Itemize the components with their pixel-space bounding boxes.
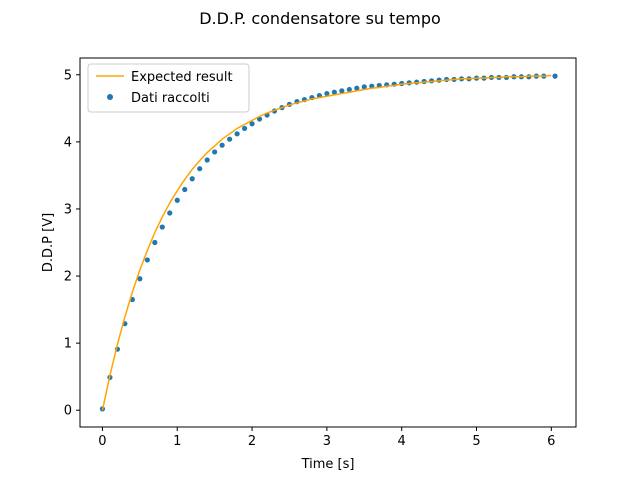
y-axis-label: D.D.P [V] bbox=[41, 213, 56, 272]
legend-marker-swatch bbox=[107, 94, 113, 100]
y-axis-ticks: 0 1 2 3 4 5 bbox=[64, 68, 80, 419]
data-point bbox=[324, 90, 330, 97]
x-tick-label: 4 bbox=[398, 434, 406, 449]
y-tick-label: 2 bbox=[64, 270, 72, 285]
data-point bbox=[346, 86, 352, 93]
y-tick-label: 1 bbox=[64, 337, 72, 352]
data-point bbox=[182, 186, 188, 193]
data-point bbox=[331, 89, 337, 95]
y-tick-label: 0 bbox=[64, 404, 72, 419]
chart-title: D.D.P. condensatore su tempo bbox=[199, 9, 441, 28]
x-tick-label: 3 bbox=[323, 434, 331, 449]
y-tick-label: 4 bbox=[64, 135, 72, 150]
data-point bbox=[219, 142, 225, 148]
data-point bbox=[354, 85, 360, 91]
x-tick-label: 6 bbox=[547, 434, 555, 449]
x-axis-label: Time [s] bbox=[301, 457, 355, 472]
data-point bbox=[167, 210, 173, 216]
plot-frame bbox=[79, 57, 577, 428]
data-point bbox=[137, 276, 143, 282]
legend-label-data: Dati raccolti bbox=[131, 91, 210, 106]
data-point bbox=[212, 149, 218, 155]
data-point bbox=[552, 73, 558, 79]
data-point bbox=[234, 131, 240, 137]
x-axis-ticks: 0 1 2 3 4 5 6 bbox=[98, 427, 555, 449]
data-point bbox=[152, 239, 158, 246]
plot-content bbox=[99, 73, 558, 412]
legend: Expected result Dati raccolti bbox=[87, 63, 250, 113]
data-point bbox=[144, 257, 150, 263]
data-point bbox=[204, 157, 210, 163]
data-point bbox=[174, 197, 180, 203]
data-point bbox=[339, 88, 345, 94]
data-point bbox=[197, 166, 203, 172]
y-tick-label: 5 bbox=[64, 68, 72, 83]
data-point bbox=[241, 125, 248, 132]
legend-label-expected: Expected result bbox=[131, 70, 233, 85]
data-point bbox=[159, 224, 165, 230]
x-tick-label: 1 bbox=[173, 434, 181, 449]
y-tick-label: 3 bbox=[64, 202, 72, 217]
legend-frame bbox=[87, 63, 250, 113]
data-point bbox=[227, 136, 233, 142]
expected-result-line bbox=[101, 74, 552, 411]
data-point bbox=[361, 84, 367, 90]
x-tick-label: 0 bbox=[98, 434, 106, 449]
data-point bbox=[249, 121, 255, 127]
data-point bbox=[189, 176, 195, 182]
x-tick-label: 2 bbox=[248, 434, 256, 449]
x-tick-label: 5 bbox=[472, 434, 480, 449]
